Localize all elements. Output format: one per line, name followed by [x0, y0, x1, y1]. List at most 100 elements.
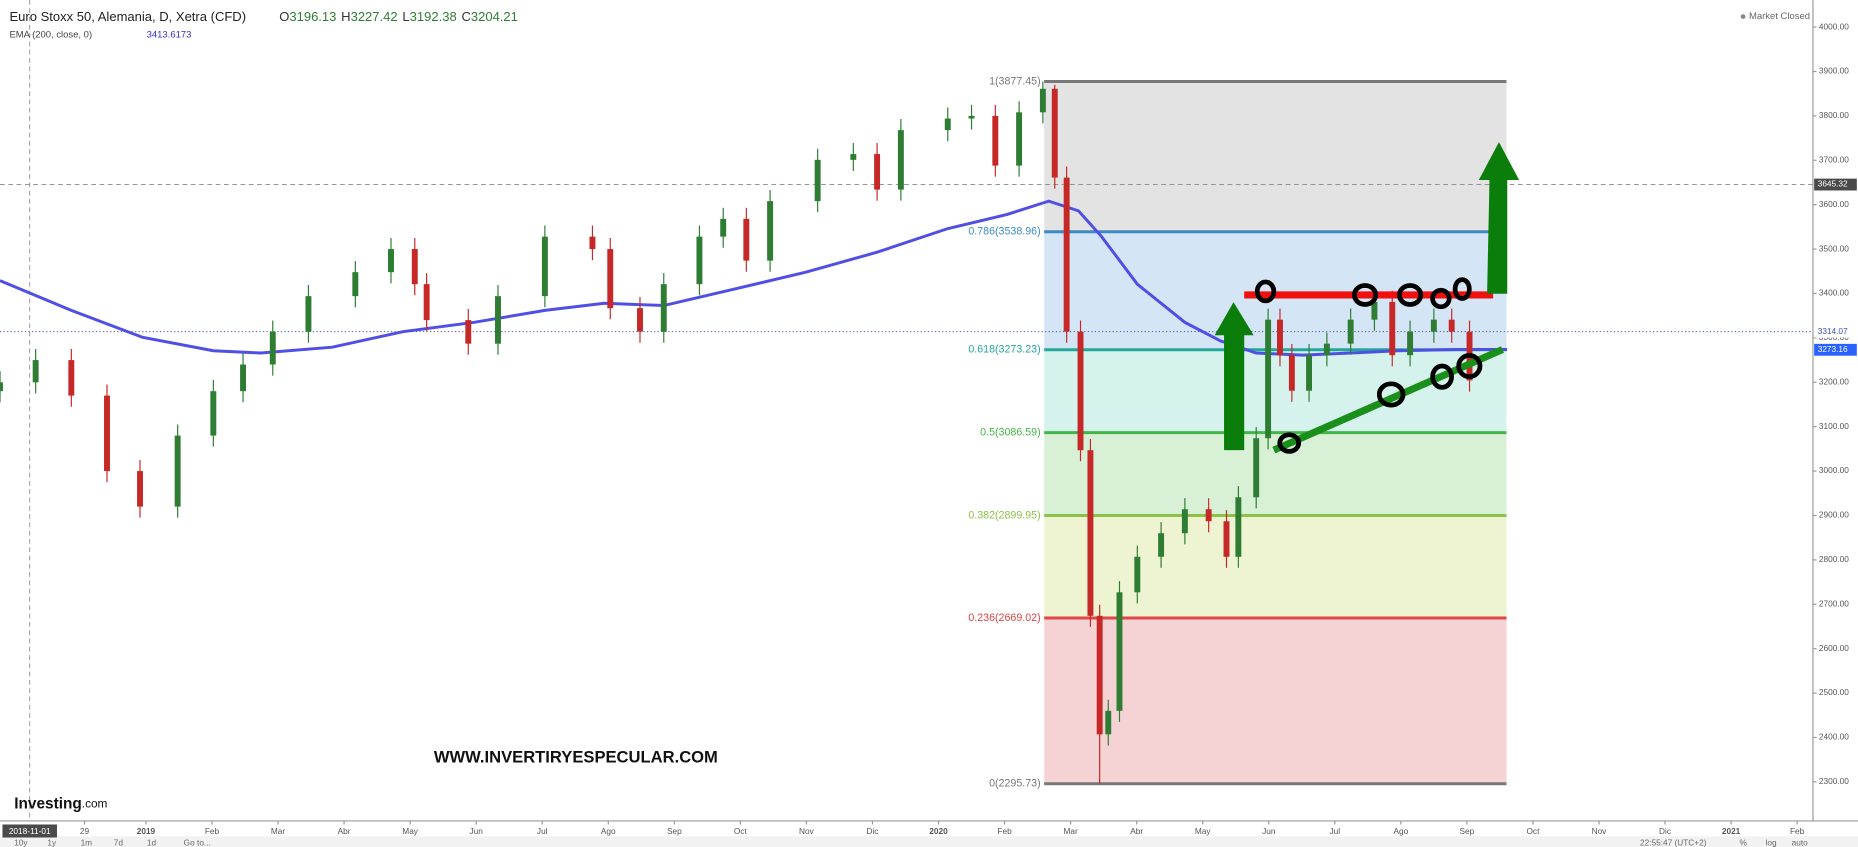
fib-band [1044, 515, 1507, 619]
toolbar: Go to... 22:55:47 (UTC+2) 10y 1y 1m 7d 1d% lo… [14, 838, 1808, 847]
candle-body [137, 471, 143, 507]
last-price-bg [1814, 325, 1857, 338]
candle-body [1205, 509, 1212, 522]
y-tick-label: 2600.00 [1819, 643, 1849, 653]
crosshair-date: 2018-11-01 [9, 826, 51, 836]
scale-option[interactable]: auto [1792, 838, 1809, 847]
price-axis-bg [1812, 0, 1858, 847]
fib-band [1044, 618, 1507, 784]
ema-price-bg [1814, 343, 1857, 356]
candle-body [495, 296, 501, 344]
candle-body [1223, 521, 1230, 557]
candle-body [1016, 112, 1023, 166]
candle-body [0, 382, 3, 392]
circle-marker [1397, 283, 1424, 307]
x-tick-label: Dic [1659, 826, 1671, 836]
status: Market Closed [1749, 11, 1810, 22]
ema-price: 3273.16 [1818, 344, 1848, 354]
candle-body [1277, 319, 1283, 356]
candle-body [174, 435, 181, 507]
crosshair-date-bg [2, 824, 57, 838]
candle-body [240, 364, 247, 392]
candle-body [352, 272, 359, 297]
range-button[interactable]: 1y [47, 838, 57, 847]
fib-band [1044, 81, 1507, 232]
support-line [1272, 346, 1504, 454]
range-button[interactable]: 7d [114, 838, 124, 847]
candle-body [305, 296, 312, 332]
fib-label: 0.618(3273.23) [968, 344, 1040, 356]
x-tick-label: May [1195, 826, 1212, 836]
candle-body [1288, 355, 1295, 391]
y-tick-label: 3600.00 [1819, 199, 1849, 209]
fib-label: 0.236(2669.02) [968, 612, 1040, 624]
range-button[interactable]: 10y [14, 838, 28, 847]
candle-body [411, 249, 418, 285]
clock: 22:55:47 (UTC+2) [1640, 838, 1707, 847]
circle-marker [1352, 283, 1379, 307]
candle-body [767, 201, 774, 261]
candle-body [992, 115, 999, 166]
y-tick-label: 2500.00 [1819, 687, 1849, 697]
x-tick-label: 2019 [137, 826, 156, 836]
x-tick-label: Jul [537, 826, 548, 836]
candle-body [1430, 319, 1437, 332]
candle-body [637, 308, 643, 332]
crosshair-price-bg [1814, 178, 1857, 191]
x-tick-label: Jul [1329, 826, 1340, 836]
candle-body [32, 360, 39, 383]
fib-label: 0.786(3538.96) [968, 226, 1040, 238]
status-dot [1740, 14, 1746, 19]
logo: Investing.com [14, 795, 107, 812]
arrow [1214, 302, 1254, 451]
x-tick-label: Feb [205, 826, 220, 836]
candle-body [1087, 450, 1094, 616]
x-tick-label: Nov [1592, 826, 1608, 836]
candle-body [607, 249, 614, 309]
candle-body [1181, 509, 1188, 534]
candle-body [944, 118, 951, 131]
y-tick-label: 3200.00 [1819, 376, 1849, 386]
x-tick-label: Jun [1262, 826, 1276, 836]
scale-option[interactable]: log [1766, 838, 1777, 847]
toolbar-bg [0, 836, 1858, 847]
candle-body [589, 236, 596, 250]
circle-marker [1376, 381, 1406, 408]
x-tick-label: Mar [1063, 826, 1078, 836]
ohlc-label: C [461, 9, 470, 24]
x-tick-label: Oct [1526, 826, 1540, 836]
candle-body [874, 154, 881, 190]
candle-body [968, 115, 975, 119]
candle-body [1077, 331, 1084, 451]
fib-label: 0.5(3086.59) [980, 426, 1040, 438]
goto-button[interactable]: Go to... [184, 838, 211, 847]
candle-body [269, 331, 276, 365]
x-tick-label: Sep [667, 826, 682, 836]
y-tick-label: 2800.00 [1819, 554, 1849, 564]
circle-marker [1430, 363, 1454, 390]
scale-option[interactable]: % [1740, 838, 1748, 847]
candle-body [1134, 556, 1141, 593]
candle-body [1306, 355, 1313, 391]
candle-body [1116, 592, 1123, 711]
y-tick-label: 3100.00 [1819, 421, 1849, 431]
x-tick-label: Sep [1460, 826, 1475, 836]
x-tick-label: Oct [734, 826, 748, 836]
ohlc-value: 3204.21 [471, 9, 518, 24]
fib-band [1044, 432, 1507, 516]
candle-body [104, 395, 110, 472]
range-button[interactable]: 1d [147, 838, 157, 847]
y-tick-label: 2900.00 [1819, 510, 1849, 520]
ohlc-label: H [341, 9, 350, 24]
symbol-name: Euro Stoxx 50, Alemania, D, Xetra (CFD) [9, 9, 246, 24]
candle-body [1448, 319, 1455, 332]
y-tick-label: 3400.00 [1819, 288, 1849, 298]
crosshair-price: 3645.32 [1818, 179, 1848, 189]
y-tick-label: 3800.00 [1819, 110, 1849, 120]
indicator-value: 3413.6173 [147, 29, 192, 40]
circle-marker [1456, 353, 1483, 380]
candle-body [68, 360, 75, 396]
range-button[interactable]: 1m [81, 838, 93, 847]
candle-body [423, 284, 430, 321]
